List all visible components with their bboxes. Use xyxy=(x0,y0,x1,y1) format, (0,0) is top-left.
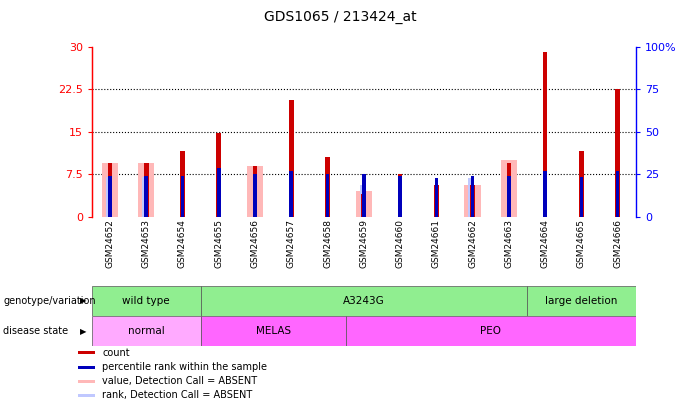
Bar xyxy=(102,163,118,217)
Bar xyxy=(92,286,201,316)
Bar xyxy=(144,176,148,217)
Bar xyxy=(362,174,366,217)
Text: MELAS: MELAS xyxy=(256,326,290,336)
Bar xyxy=(471,185,475,217)
Bar xyxy=(144,163,148,217)
Bar xyxy=(181,176,184,217)
Bar xyxy=(527,286,636,316)
Text: wild type: wild type xyxy=(122,296,170,306)
Text: PEO: PEO xyxy=(480,326,501,336)
Text: value, Detection Call = ABSENT: value, Detection Call = ABSENT xyxy=(102,376,257,386)
Bar xyxy=(253,174,257,217)
Text: count: count xyxy=(102,348,130,358)
Text: ▶: ▶ xyxy=(80,296,86,305)
Bar xyxy=(464,185,481,217)
Bar xyxy=(142,177,148,217)
Bar xyxy=(616,171,619,217)
Bar xyxy=(435,178,438,217)
Bar xyxy=(471,176,475,217)
Bar xyxy=(469,178,474,217)
Bar xyxy=(398,174,403,217)
Bar xyxy=(247,166,263,217)
Bar xyxy=(362,194,366,217)
Bar xyxy=(325,157,330,217)
Bar xyxy=(106,177,112,217)
Text: GDS1065 / 213424_at: GDS1065 / 213424_at xyxy=(264,10,416,24)
Bar xyxy=(107,163,112,217)
Bar xyxy=(138,163,154,217)
Bar xyxy=(108,176,112,217)
Text: percentile rank within the sample: percentile rank within the sample xyxy=(102,362,267,372)
Bar xyxy=(78,351,95,354)
Text: normal: normal xyxy=(128,326,165,336)
Bar xyxy=(579,151,583,217)
Bar xyxy=(216,133,221,217)
Bar xyxy=(78,394,95,397)
Bar xyxy=(92,316,201,346)
Bar xyxy=(78,380,95,383)
Bar xyxy=(201,286,527,316)
Bar xyxy=(507,176,511,217)
Text: disease state: disease state xyxy=(3,326,69,336)
Bar xyxy=(180,151,185,217)
Text: genotype/variation: genotype/variation xyxy=(3,296,96,306)
Bar xyxy=(356,191,372,217)
Bar xyxy=(289,100,294,217)
Bar xyxy=(507,163,511,217)
Bar xyxy=(253,166,257,217)
Bar xyxy=(201,316,345,346)
Text: A3243G: A3243G xyxy=(343,296,385,306)
Bar xyxy=(345,316,636,346)
Text: ▶: ▶ xyxy=(80,326,86,336)
Bar xyxy=(543,171,547,217)
Bar xyxy=(398,176,402,217)
Bar xyxy=(579,177,583,217)
Bar xyxy=(360,185,365,217)
Bar xyxy=(543,52,547,217)
Bar xyxy=(500,160,517,217)
Bar xyxy=(217,168,220,217)
Text: rank, Detection Call = ABSENT: rank, Detection Call = ABSENT xyxy=(102,390,252,401)
Text: large deletion: large deletion xyxy=(545,296,617,306)
Bar xyxy=(434,185,439,217)
Bar xyxy=(78,366,95,369)
Bar xyxy=(615,89,620,217)
Bar xyxy=(290,171,293,217)
Bar xyxy=(326,174,329,217)
